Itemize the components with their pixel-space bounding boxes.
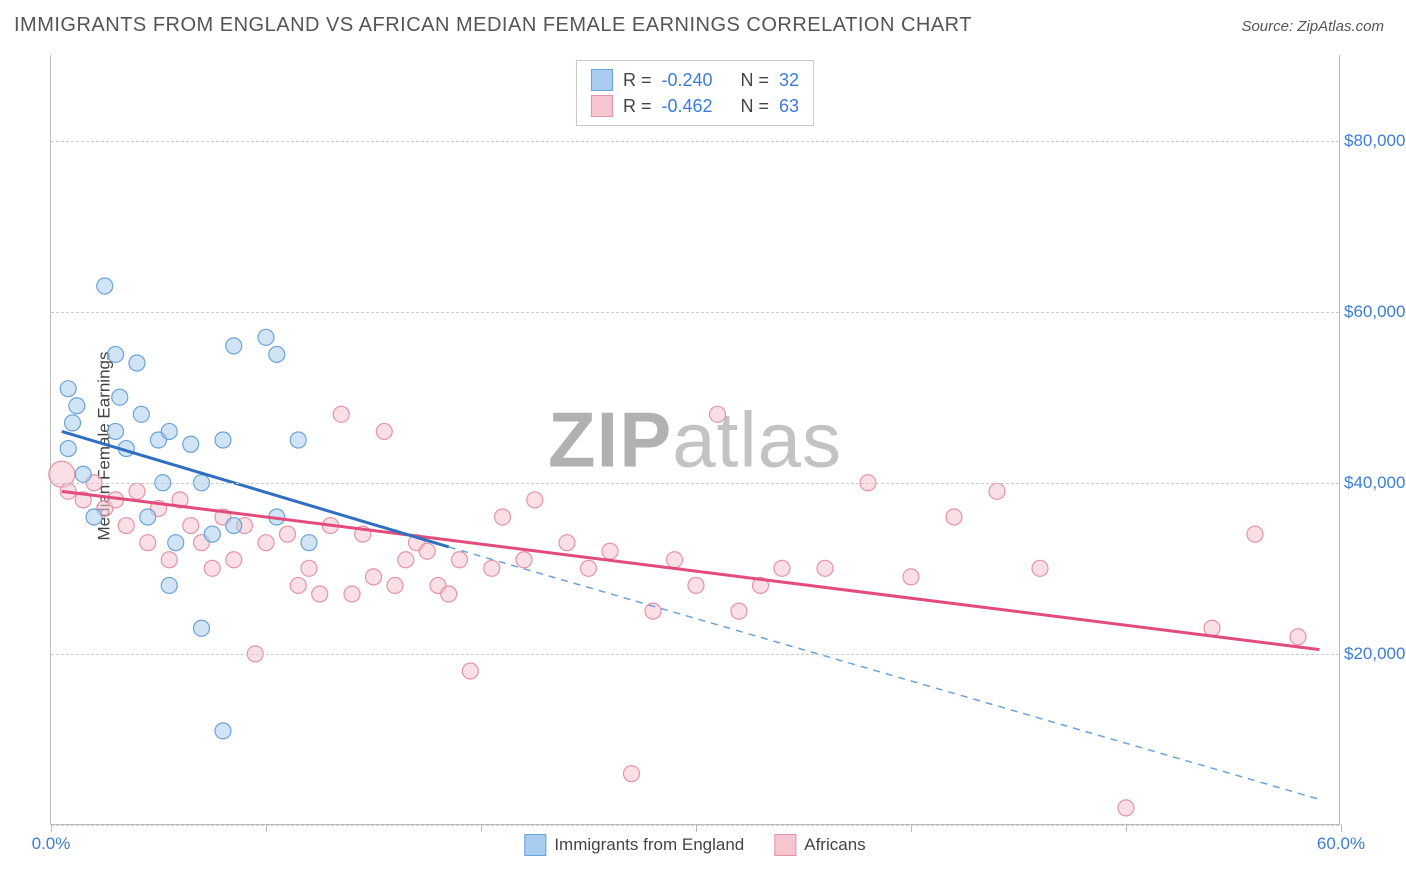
gridline [51,312,1339,313]
y-tick-label: $20,000 [1344,644,1406,664]
n-label: N = [741,70,770,91]
plot-area: ZIPatlas R = -0.240 N = 32 R = -0.462 N … [50,55,1340,825]
x-tick [696,824,697,832]
plot-svg [51,55,1339,824]
legend-swatch-blue [591,69,613,91]
legend-swatch-pink-icon [774,834,796,856]
legend-row-pink: R = -0.462 N = 63 [591,93,799,119]
legend-label: Africans [804,835,865,855]
x-tick [51,824,52,832]
x-tick [1126,824,1127,832]
legend-item-england: Immigrants from England [524,834,744,856]
source-attribution: Source: ZipAtlas.com [1241,18,1384,35]
r-value: -0.462 [661,96,712,117]
legend-series: Immigrants from England Africans [524,834,865,856]
x-tick [911,824,912,832]
legend-label: Immigrants from England [554,835,744,855]
x-tick [266,824,267,832]
x-tick [481,824,482,832]
gridline [51,141,1339,142]
gridline [51,483,1339,484]
x-tick-label: 60.0% [1317,834,1365,854]
legend-row-blue: R = -0.240 N = 32 [591,67,799,93]
r-label: R = [623,96,652,117]
x-tick-label: 0.0% [32,834,71,854]
r-value: -0.240 [661,70,712,91]
legend-correlation: R = -0.240 N = 32 R = -0.462 N = 63 [576,60,814,126]
legend-swatch-pink [591,95,613,117]
y-tick-label: $80,000 [1344,131,1406,151]
gridline [51,825,1339,826]
x-tick [1341,824,1342,832]
r-label: R = [623,70,652,91]
y-tick-label: $40,000 [1344,473,1406,493]
legend-item-africans: Africans [774,834,865,856]
chart-title: IMMIGRANTS FROM ENGLAND VS AFRICAN MEDIA… [14,14,972,37]
n-value: 32 [779,70,799,91]
n-label: N = [741,96,770,117]
n-value: 63 [779,96,799,117]
legend-swatch-blue-icon [524,834,546,856]
gridline [51,654,1339,655]
chart-container: IMMIGRANTS FROM ENGLAND VS AFRICAN MEDIA… [0,0,1406,892]
y-tick-label: $60,000 [1344,302,1406,322]
